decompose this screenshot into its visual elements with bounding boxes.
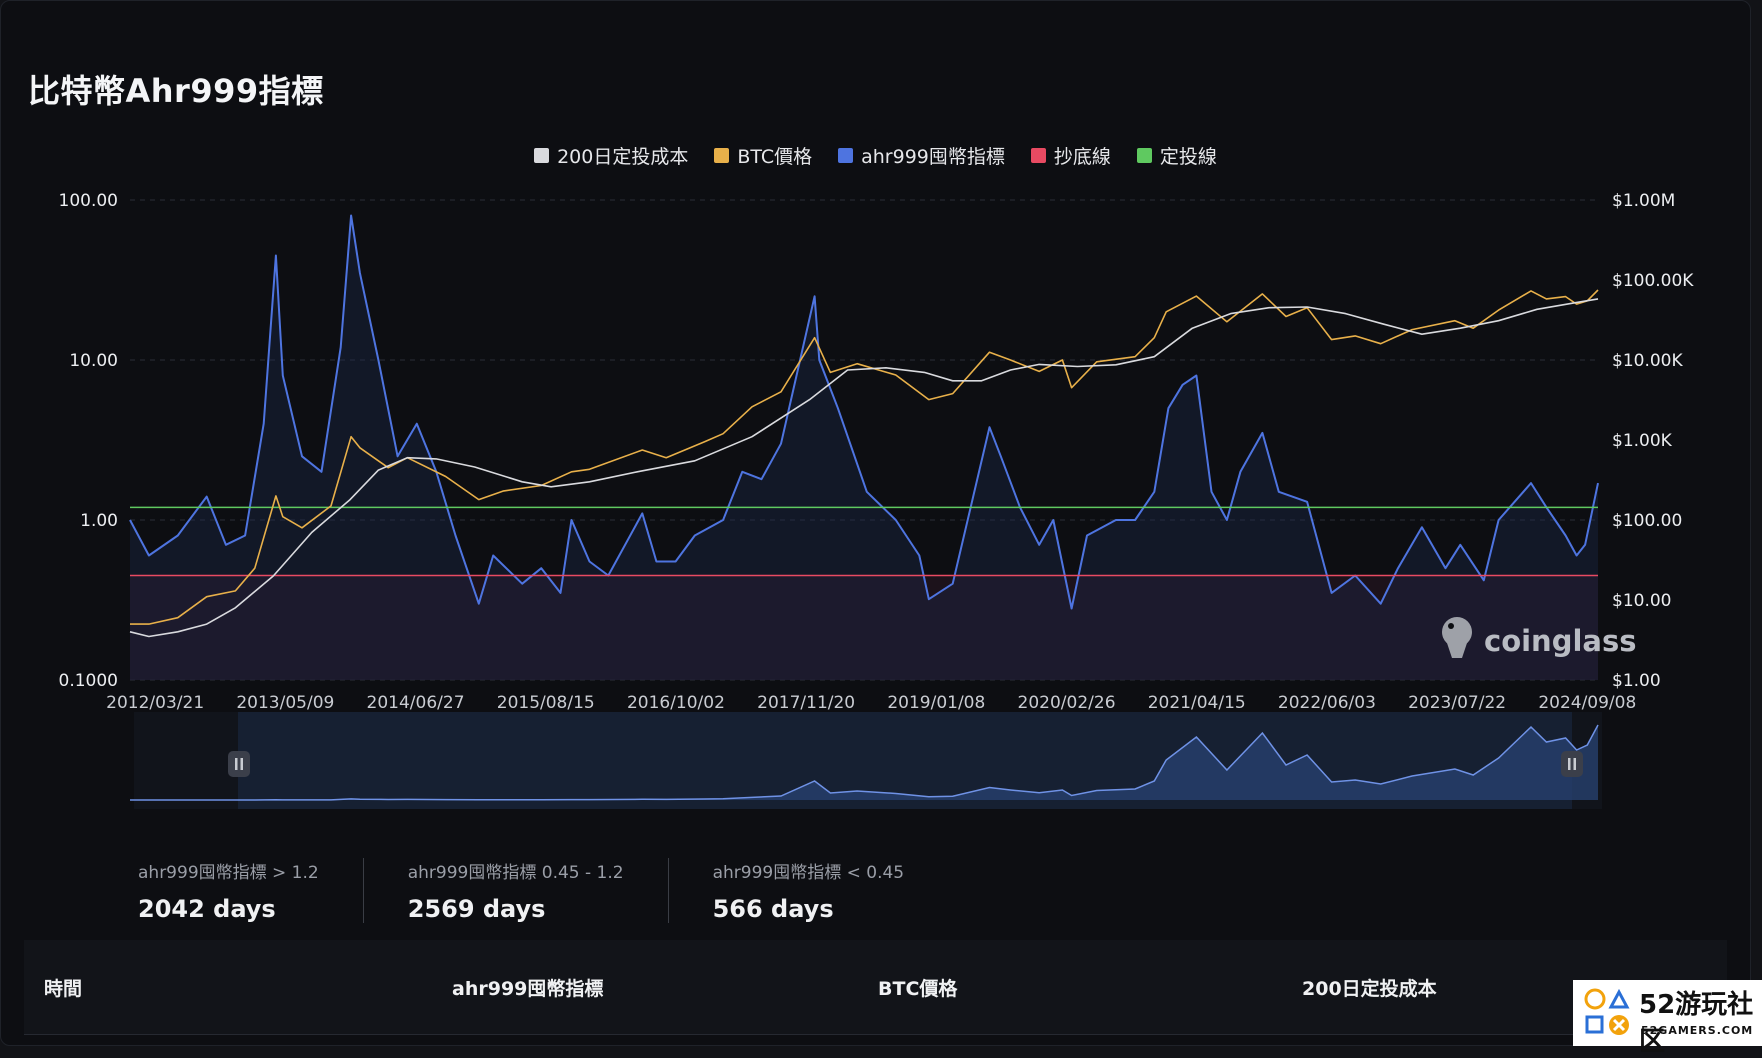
site-badge: 52游玩社区 52GAMERS.COM (1573, 980, 1762, 1057)
x-tick-label: 2020/02/26 (1018, 693, 1116, 713)
bottom-zone (130, 575, 1598, 680)
chart-legend: 200日定投成本 BTC價格 ahr999囤幣指標 抄底線 定投線 (0, 142, 1751, 169)
left-axis: 100.00 10.00 1.00 0.1000 (59, 191, 118, 691)
legend-item-bottom-line[interactable]: 抄底線 (1030, 142, 1111, 169)
range-navigator[interactable] (130, 712, 1602, 809)
right-tick-label: $100.00K (1612, 271, 1694, 291)
legend-swatch-dca-cost (534, 148, 550, 163)
navigator-right-handle[interactable] (1561, 751, 1583, 777)
right-tick-label: $1.00K (1612, 431, 1673, 451)
legend-item-dca-cost[interactable]: 200日定投成本 (534, 142, 688, 169)
navigator-line (130, 724, 1599, 801)
game-controller-icon (1584, 988, 1630, 1035)
right-tick-label: $1.00 (1612, 671, 1661, 691)
legend-swatch-ahr999 (838, 148, 854, 163)
x-tick-label: 2014/06/27 (367, 693, 465, 713)
x-tick-label: 2012/03/21 (106, 693, 204, 713)
legend-label: 定投線 (1159, 146, 1217, 168)
series-layer (129, 214, 1599, 680)
stat-label: ahr999囤幣指標 0.45 - 1.2 (407, 863, 624, 883)
page-title: 比特幣Ahr999指標 (28, 72, 324, 110)
stat-below-bottom: ahr999囤幣指標 < 0.45 566 days (713, 858, 949, 923)
x-tick-label: 2021/04/15 (1148, 693, 1246, 713)
left-tick-label: 0.1000 (59, 671, 118, 691)
ahr999-line (129, 214, 1599, 610)
legend-label: BTC價格 (737, 146, 813, 168)
left-tick-label: 10.00 (69, 351, 118, 371)
ahr999-chart[interactable]: 100.00 10.00 1.00 0.1000 $1.00M $100.00K $10.… (0, 0, 1751, 820)
pause-icon (1568, 758, 1576, 770)
legend-label: ahr999囤幣指標 (861, 146, 1005, 168)
dca-cost-line (129, 298, 1599, 638)
column-header-btc-price[interactable]: BTC價格 (878, 978, 958, 1000)
badge-title: 52游玩社区 (1639, 990, 1754, 1057)
btc-price-line (130, 289, 1599, 625)
stat-value: 2042 days (138, 895, 276, 923)
stat-value: 566 days (712, 895, 834, 923)
x-axis: 2012/03/21 2013/05/09 2014/06/27 2015/08/15… (106, 693, 1636, 713)
right-tick-label: $100.00 (1612, 511, 1682, 531)
x-tick-label: 2013/05/09 (236, 693, 334, 713)
x-tick-label: 2015/08/15 (497, 693, 595, 713)
table-header: 時間 ahr999囤幣指標 BTC價格 200日定投成本 (24, 940, 1727, 1035)
legend-label: 抄底線 (1053, 146, 1111, 168)
right-tick-label: $1.00M (1612, 191, 1675, 211)
stats-bar: ahr999囤幣指標 > 1.2 2042 days ahr999囤幣指標 0.… (138, 858, 992, 923)
pause-icon (235, 758, 243, 770)
left-tick-label: 1.00 (80, 511, 118, 531)
column-header-dca-cost[interactable]: 200日定投成本 (1302, 978, 1437, 1000)
legend-swatch-bottom-line (1030, 148, 1046, 163)
coinglass-watermark: coinglass (1442, 617, 1637, 658)
stat-value: 2569 days (407, 895, 546, 923)
x-tick-label: 2017/11/20 (757, 693, 855, 713)
legend-swatch-dca-line (1136, 148, 1152, 163)
x-tick-label: 2019/01/08 (887, 693, 985, 713)
navigator-area (130, 725, 1598, 800)
stat-label: ahr999囤幣指標 < 0.45 (712, 863, 905, 883)
badge-url: 52GAMERS.COM (1641, 1024, 1754, 1037)
left-tick-label: 100.00 (59, 191, 118, 211)
x-tick-label: 2016/10/02 (627, 693, 725, 713)
x-tick-label: 2023/07/22 (1408, 693, 1506, 713)
legend-label: 200日定投成本 (557, 146, 689, 168)
stat-between: ahr999囤幣指標 0.45 - 1.2 2569 days (408, 858, 669, 923)
watermark-text: coinglass (1484, 624, 1637, 658)
legend-item-dca-line[interactable]: 定投線 (1136, 142, 1217, 169)
x-tick-label: 2024/09/08 (1538, 693, 1636, 713)
navigator-left-handle[interactable] (228, 751, 250, 777)
stat-above-dca: ahr999囤幣指標 > 1.2 2042 days (138, 858, 364, 923)
x-tick-label: 2022/06/03 (1278, 693, 1376, 713)
coinglass-logo-icon (1442, 617, 1472, 658)
right-axis: $1.00M $100.00K $10.00K $1.00K $100.00 $10.00… (1612, 191, 1694, 691)
right-tick-label: $10.00 (1612, 591, 1671, 611)
right-tick-label: $10.00K (1612, 351, 1683, 371)
stat-label: ahr999囤幣指標 > 1.2 (138, 863, 319, 883)
column-header-ahr999[interactable]: ahr999囤幣指標 (452, 978, 604, 1000)
ahr999-area (130, 215, 1598, 680)
legend-swatch-btc-price (714, 148, 730, 163)
legend-item-ahr999[interactable]: ahr999囤幣指標 (838, 142, 1005, 169)
column-header-time[interactable]: 時間 (44, 978, 83, 1000)
legend-item-btc-price[interactable]: BTC價格 (714, 142, 812, 169)
